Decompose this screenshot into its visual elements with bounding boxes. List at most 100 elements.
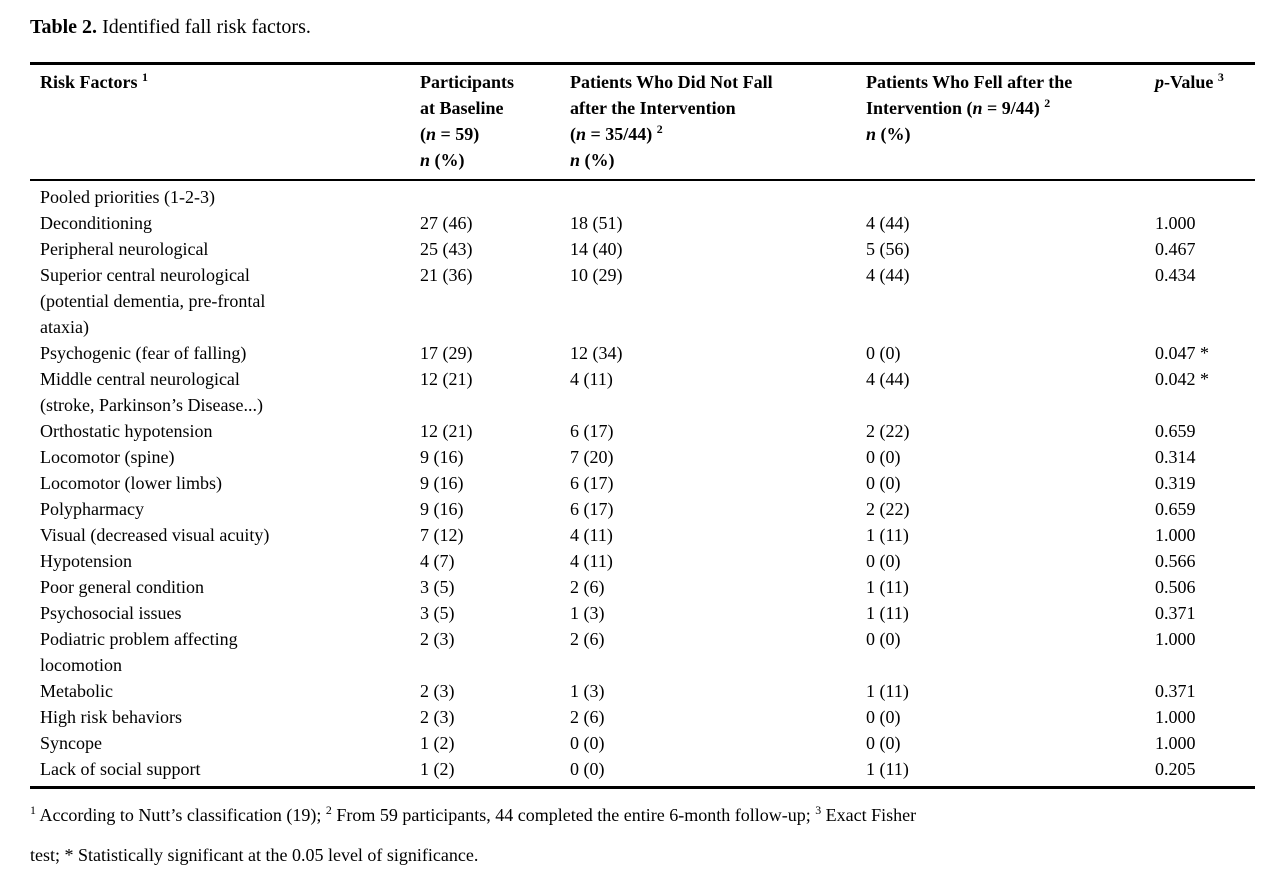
header-line: Participants (420, 69, 564, 95)
text-run: (%) (580, 150, 615, 170)
cell-did-not-fall-n-pct: 6 (17) (570, 473, 614, 493)
cell-did-not-fall-n-pct: 2 (6) (570, 629, 605, 649)
cell-p-value: 1.000 (1155, 213, 1196, 233)
cell-p-value: 0.314 (1155, 447, 1196, 467)
text-run: -Value (1164, 72, 1218, 92)
cell-risk-factor: Metabolic (40, 681, 113, 701)
col-header-patients-who-did-not-fall: Patients Who Did Not Fall after the Inter… (570, 64, 866, 181)
text-run: (%) (430, 150, 465, 170)
text-run: = 59) (436, 124, 480, 144)
cell-risk-factor: Deconditioning (40, 213, 152, 233)
cell-p-value: 0.371 (1155, 681, 1196, 701)
text-run: Risk Factors (40, 72, 142, 92)
table-row: Deconditioning 27 (46) 18 (51) 4 (44) 1.000 (30, 210, 1255, 236)
table-row: Syncope 1 (2) 0 (0) 0 (0) 1.000 (30, 730, 1255, 756)
text-run: n (426, 124, 437, 144)
header-line: Patients Who Fell after the (866, 69, 1149, 95)
cell-fell-n-pct: 5 (56) (866, 239, 910, 259)
header-line: (n = 59) (420, 121, 564, 147)
cell-risk-factor: Locomotor (lower limbs) (40, 473, 222, 493)
text-run: after the Intervention (570, 98, 736, 118)
cell-did-not-fall-n-pct: 10 (29) (570, 265, 623, 285)
header-line: Risk Factors 1 (40, 69, 414, 95)
table-header: Risk Factors 1 Participants at Baseline (n… (30, 64, 1255, 181)
cell-baseline-n-pct: 1 (2) (420, 733, 455, 753)
text-run: n (420, 150, 431, 170)
cell-did-not-fall-n-pct: 4 (11) (570, 525, 613, 545)
table-row: Visual (decreased visual acuity) 7 (12) 4 … (30, 522, 1255, 548)
cell-fell-n-pct: 0 (0) (866, 707, 901, 727)
cell-did-not-fall-n-pct: 1 (3) (570, 681, 605, 701)
table-row: Pooled priorities (1-2-3) (30, 180, 1255, 210)
cell-fell-n-pct: 0 (0) (866, 733, 901, 753)
cell-fell-n-pct: 1 (11) (866, 759, 909, 779)
text-run: p (1155, 72, 1164, 92)
cell-risk-factor: Poor general condition (40, 577, 204, 597)
header-line: n (%) (420, 147, 564, 173)
header-row: Risk Factors 1 Participants at Baseline (n… (30, 64, 1255, 181)
cell-baseline-n-pct: 2 (3) (420, 681, 455, 701)
cell-p-value: 1.000 (1155, 707, 1196, 727)
cell-p-value: 1.000 (1155, 629, 1196, 649)
cell-baseline-n-pct: 3 (5) (420, 577, 455, 597)
cell-baseline-n-pct: 2 (3) (420, 629, 455, 649)
table-row: Metabolic 2 (3) 1 (3) 1 (11) 0.371 (30, 678, 1255, 704)
cell-did-not-fall-n-pct: 1 (3) (570, 603, 605, 623)
cell-fell-n-pct: 4 (44) (866, 213, 910, 233)
header-line: Intervention (n = 9/44) 2 (866, 95, 1149, 121)
cell-baseline-n-pct: 21 (36) (420, 265, 473, 285)
header-line: p-Value 3 (1155, 69, 1249, 95)
text-run: ( (420, 124, 426, 144)
cell-baseline-n-pct: 12 (21) (420, 369, 473, 389)
footnote: 1 According to Nutt’s classification (19… (30, 795, 1255, 875)
col-header-participants-at-baseline: Participants at Baseline (n = 59) n (%) (420, 64, 570, 181)
cell-p-value: 0.506 (1155, 577, 1196, 597)
cell-did-not-fall-n-pct (570, 180, 866, 210)
superscript-marker: 2 (656, 122, 663, 136)
header-line: Patients Who Did Not Fall (570, 69, 860, 95)
cell-fell-n-pct: 0 (0) (866, 473, 901, 493)
table-row: Superior central neurological (potential… (30, 262, 1255, 340)
text-run: = 35/44) (586, 124, 657, 144)
cell-risk-factor: Psychogenic (fear of falling) (40, 343, 247, 363)
header-line: n (%) (866, 121, 1149, 147)
footnote-line: 1 According to Nutt’s classification (19… (30, 795, 1255, 835)
cell-p-value: 0.042 * (1155, 369, 1209, 389)
header-line: n (%) (570, 147, 860, 173)
cell-fell-n-pct: 1 (11) (866, 525, 909, 545)
cell-fell-n-pct (866, 180, 1155, 210)
superscript-marker: 3 (1217, 70, 1224, 84)
text-run: According to Nutt’s classification (19); (35, 805, 326, 825)
cell-baseline-n-pct: 12 (21) (420, 421, 473, 441)
cell-risk-factor: Middle central neurological (stroke, Par… (40, 369, 263, 415)
text-run: n (570, 150, 581, 170)
superscript-marker: 1 (30, 803, 36, 817)
text-run: Intervention ( (866, 98, 973, 118)
header-line: after the Intervention (570, 95, 860, 121)
cell-baseline-n-pct: 27 (46) (420, 213, 473, 233)
cell-risk-factor: Orthostatic hypotension (40, 421, 213, 441)
cell-baseline-n-pct: 9 (16) (420, 473, 464, 493)
header-line: at Baseline (420, 95, 564, 121)
cell-baseline-n-pct: 17 (29) (420, 343, 473, 363)
cell-did-not-fall-n-pct: 7 (20) (570, 447, 614, 467)
cell-risk-factor: Visual (decreased visual acuity) (40, 525, 270, 545)
text-run: n (866, 124, 877, 144)
table-row: Psychogenic (fear of falling) 17 (29) 12 (… (30, 340, 1255, 366)
cell-risk-factor: Psychosocial issues (40, 603, 182, 623)
text-run: From 59 participants, 44 completed the e… (331, 805, 816, 825)
col-header-risk-factors: Risk Factors 1 (30, 64, 420, 181)
text-run: n (576, 124, 587, 144)
text-run: n (972, 98, 983, 118)
table-row: Podiatric problem affecting locomotion 2 … (30, 626, 1255, 678)
text-run: test; * Statistically significant at the… (30, 845, 479, 865)
cell-did-not-fall-n-pct: 6 (17) (570, 499, 614, 519)
cell-fell-n-pct: 1 (11) (866, 603, 909, 623)
cell-p-value: 0.566 (1155, 551, 1196, 571)
cell-did-not-fall-n-pct: 18 (51) (570, 213, 623, 233)
cell-p-value: 0.319 (1155, 473, 1196, 493)
cell-p-value: 0.371 (1155, 603, 1196, 623)
cell-risk-factor: Peripheral neurological (40, 239, 209, 259)
cell-fell-n-pct: 2 (22) (866, 421, 910, 441)
superscript-marker: 2 (1044, 96, 1051, 110)
